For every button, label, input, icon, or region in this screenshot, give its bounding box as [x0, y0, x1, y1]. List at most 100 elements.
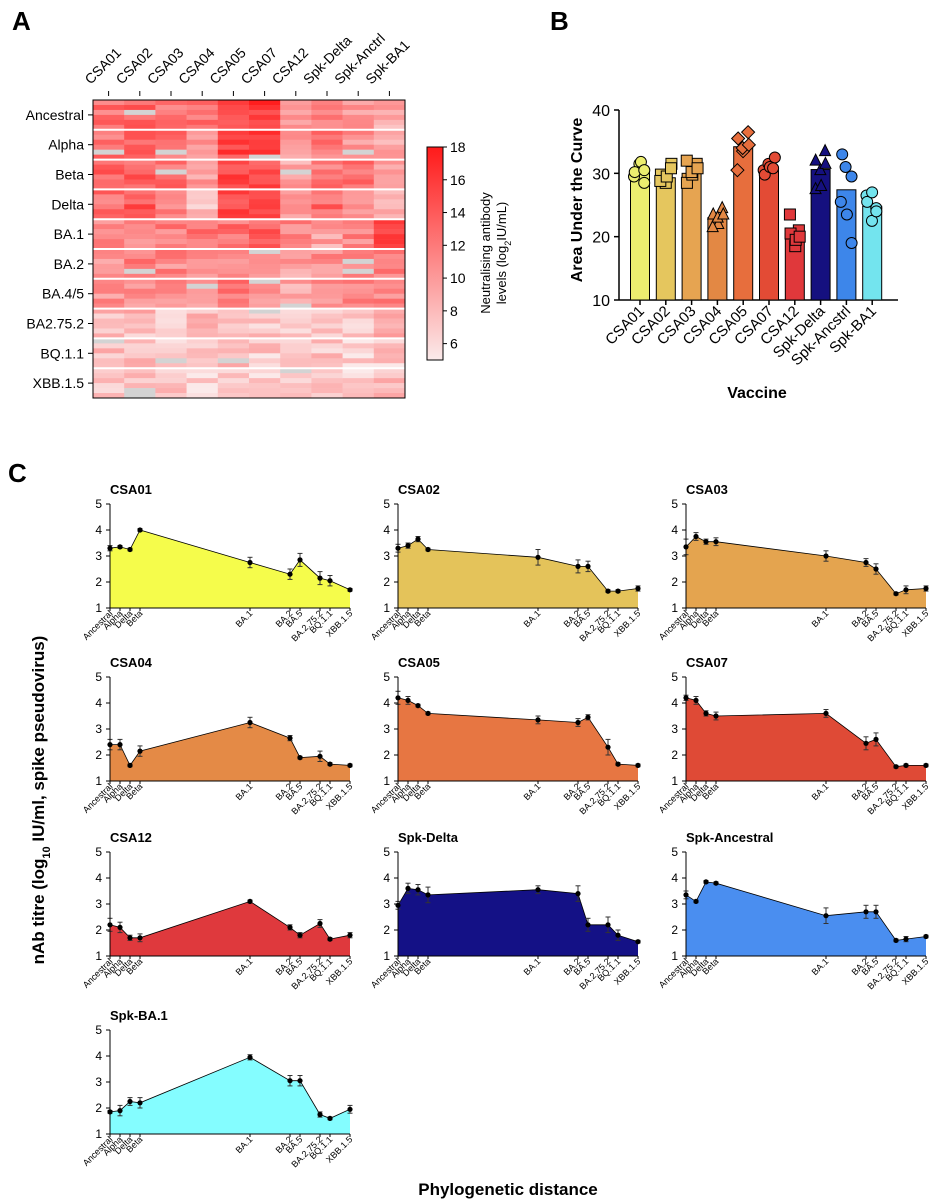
heatmap-cell — [217, 348, 250, 354]
heatmap-cell — [217, 164, 250, 170]
heatmap-cell — [373, 219, 406, 225]
heatmap-cell — [186, 100, 219, 106]
heatmap-cell — [217, 328, 250, 334]
heatmap-cell — [280, 164, 312, 170]
heatmap-cell — [93, 219, 125, 225]
heatmap-cell — [373, 383, 406, 389]
data-point — [823, 710, 829, 717]
heatmap-cell — [342, 383, 375, 389]
series-line — [685, 881, 927, 941]
heatmap-cell — [311, 194, 343, 200]
heatmap-cell — [93, 224, 125, 230]
heatmap-cell — [280, 184, 312, 190]
heatmap-cell — [249, 129, 281, 136]
heatmap-cell — [373, 239, 406, 245]
heatmap-cell — [186, 249, 219, 255]
heatmap-cell — [217, 209, 250, 215]
heatmap-cell — [155, 328, 187, 334]
heatmap-cell — [280, 154, 312, 160]
heatmap-cell — [186, 303, 219, 309]
heatmap-cell — [186, 383, 219, 389]
panel-label-a: A — [12, 6, 31, 36]
series-line — [109, 529, 351, 591]
heatmap-cell — [342, 368, 375, 374]
text-part: levels (log — [494, 246, 509, 305]
heatmap-cell — [155, 278, 187, 285]
series-line — [109, 900, 351, 940]
heatmap-cell — [280, 219, 312, 225]
heatmap-cell — [249, 109, 281, 116]
heatmap-cell — [311, 249, 343, 255]
heatmap-cell — [280, 104, 312, 111]
heatmap-cell — [124, 214, 156, 220]
heatmap-cell — [186, 184, 219, 190]
data-point — [691, 162, 704, 175]
heatmap-cell — [311, 184, 343, 190]
heatmap-cell — [155, 268, 187, 275]
heatmap-cell — [155, 338, 187, 344]
heatmap-cell — [186, 214, 219, 220]
heatmap-cell — [217, 383, 250, 389]
data-point — [635, 939, 641, 945]
y-tick-label: 4 — [383, 696, 390, 710]
heatmap-cell — [217, 189, 250, 195]
heatmap-cell — [280, 263, 312, 270]
heatmap-cell — [217, 119, 250, 126]
heatmap-cell — [342, 313, 375, 319]
y-tick-label: 10 — [592, 293, 610, 310]
data-point — [783, 208, 796, 221]
heatmap-cell — [280, 313, 312, 319]
data-point — [117, 544, 123, 550]
heatmap-cell — [217, 388, 250, 394]
heatmap-cells — [93, 100, 406, 399]
heatmap-cell — [342, 378, 375, 384]
data-point — [585, 563, 591, 570]
y-tick-label: 4 — [95, 1049, 102, 1063]
heatmap-cell — [249, 273, 281, 280]
heatmap-cell — [186, 313, 219, 319]
heatmap-cell — [249, 169, 281, 175]
heatmap-cell — [249, 204, 281, 210]
heatmap-cell — [186, 268, 219, 275]
heatmap-cell — [124, 348, 156, 354]
heatmap-cell — [124, 333, 156, 339]
heatmap-cell — [249, 149, 281, 155]
heatmap-cell — [217, 149, 250, 155]
heatmap-cell — [124, 268, 156, 275]
heatmap-cell — [217, 278, 250, 285]
heatmap-cell — [280, 234, 312, 240]
row-label: XBB.1.5 — [33, 375, 85, 391]
area-fill — [398, 697, 638, 781]
heatmap-cell — [124, 159, 156, 165]
heatmap-cell — [373, 144, 406, 150]
heatmap-cell — [217, 104, 250, 111]
heatmap-cell — [249, 119, 281, 126]
heatmap-cell — [155, 169, 187, 175]
heatmap-cell — [93, 129, 125, 136]
data-point — [247, 719, 253, 726]
y-tick-label: 20 — [592, 230, 610, 247]
y-tick-label: 2 — [95, 1101, 102, 1115]
heatmap-cell — [155, 343, 187, 349]
y-tick-label: 4 — [383, 523, 390, 537]
heatmap-cell — [93, 174, 125, 180]
heatmap-cell — [249, 353, 281, 359]
heatmap-cell — [373, 268, 406, 275]
heatmap-cell — [155, 313, 187, 319]
heatmap-cell — [342, 124, 375, 131]
data-point — [425, 546, 431, 553]
heatmap-cell — [155, 184, 187, 190]
data-point — [893, 764, 899, 770]
heatmap-cell — [342, 204, 375, 210]
data-point — [117, 742, 123, 748]
heatmap-cell — [124, 154, 156, 160]
data-point — [327, 936, 333, 942]
heatmap-cell — [124, 119, 156, 126]
heatmap-cell — [280, 258, 312, 265]
y-tick-label: 3 — [671, 722, 678, 736]
